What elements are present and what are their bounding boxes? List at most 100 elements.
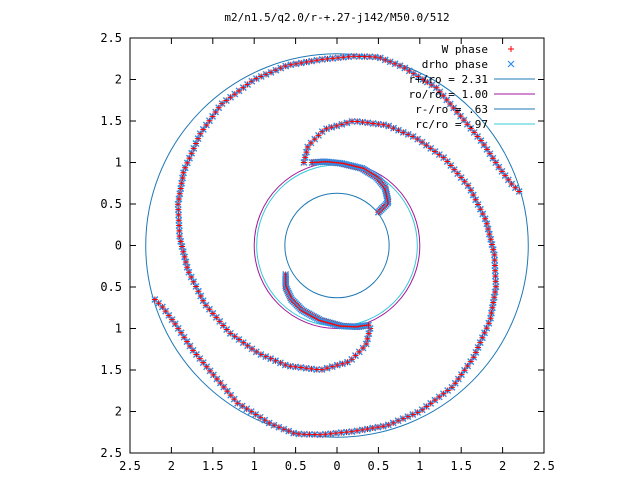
w-phase-point	[374, 424, 381, 431]
w-phase-point	[369, 425, 376, 432]
x-tick-label: 0.5	[368, 459, 390, 473]
y-tick-label: 2.5	[100, 31, 122, 45]
w-phase-point	[372, 53, 379, 60]
w-phase-point	[177, 238, 184, 245]
w-phase-point	[487, 236, 494, 243]
w-phase-point	[179, 175, 186, 182]
legend-label: W phase	[442, 43, 488, 56]
w-phase-point	[175, 196, 182, 203]
w-phase-point	[324, 55, 331, 62]
w-phase-point	[303, 149, 310, 156]
w-phase-point	[303, 365, 310, 372]
w-phase-point	[364, 425, 371, 432]
w-phase-point	[306, 431, 313, 438]
w-phase-point	[360, 345, 367, 352]
w-phase-point	[487, 315, 494, 322]
chart-legend: W phase drho phase r+/ro = 2.31 ro/ro = 1.0…	[409, 43, 535, 131]
w-phase-point	[467, 125, 474, 132]
w-phase-point	[464, 121, 471, 128]
w-phase-point	[332, 430, 339, 437]
w-phase-point	[209, 310, 216, 317]
phase-points	[151, 52, 523, 439]
w-phase-point	[380, 121, 387, 128]
w-phase-point	[159, 303, 166, 310]
w-phase-point	[292, 363, 299, 370]
w-phase-point	[302, 154, 309, 161]
legend-label: rc/ro = .97	[415, 118, 488, 131]
w-phase-point	[350, 53, 357, 60]
w-phase-point	[338, 429, 345, 436]
w-phase-point	[307, 139, 314, 146]
w-phase-point	[234, 400, 241, 407]
w-phase-point	[180, 169, 187, 176]
w-phase-point	[440, 154, 447, 161]
w-phase-point	[364, 335, 371, 342]
w-phase-point	[329, 363, 336, 370]
w-phase-point	[176, 222, 183, 229]
x-tick-label: 0	[333, 459, 340, 473]
y-tick-label: 1.5	[100, 114, 122, 128]
w-phase-point	[176, 233, 183, 240]
w-phase-point	[482, 215, 489, 222]
w-phase-point	[489, 304, 496, 311]
w-phase-point	[452, 380, 459, 387]
w-phase-point	[317, 431, 324, 438]
w-phase-point	[185, 269, 192, 276]
w-phase-point	[323, 125, 330, 132]
w-phase-point	[334, 362, 341, 369]
w-phase-point	[436, 88, 443, 95]
w-phase-point	[444, 158, 451, 165]
w-phase-point	[180, 248, 187, 255]
w-phase-point	[322, 431, 329, 438]
w-phase-point	[324, 365, 331, 372]
w-phase-point	[155, 300, 162, 307]
w-phase-point	[308, 365, 315, 372]
y-tick-label: 0.5	[100, 197, 122, 211]
w-phase-point	[488, 309, 495, 316]
y-tick-label: 2.5	[100, 446, 122, 460]
w-phase-point	[309, 159, 316, 166]
w-phase-point	[215, 104, 222, 111]
w-phase-point	[175, 217, 182, 224]
w-phase-point	[461, 178, 468, 185]
w-phase-point	[361, 53, 368, 60]
legend-label: ro/ro = 1.00	[409, 88, 488, 101]
w-phase-point	[359, 426, 366, 433]
w-phase-point	[335, 54, 342, 61]
w-phase-point	[162, 308, 169, 315]
w-phase-point	[375, 121, 382, 128]
w-phase-point	[287, 363, 294, 370]
x-tick-label: 2.5	[119, 459, 141, 473]
w-phase-point	[303, 59, 310, 66]
w-phase-point	[352, 352, 359, 359]
w-phase-point	[216, 318, 223, 325]
w-phase-point	[474, 133, 481, 140]
w-phase-point	[213, 314, 220, 321]
w-phase-point	[200, 359, 207, 366]
w-phase-point	[490, 299, 497, 306]
w-phase-point	[380, 423, 387, 430]
w-phase-point	[304, 144, 311, 151]
w-phase-point	[490, 246, 497, 253]
w-phase-point	[348, 428, 355, 435]
x-tick-label: 1.5	[202, 459, 224, 473]
w-phase-point	[176, 190, 183, 197]
w-phase-point	[450, 105, 457, 111]
w-phase-point	[359, 119, 366, 126]
w-phase-point	[213, 375, 220, 382]
w-phase-point	[460, 117, 467, 124]
w-phase-point	[224, 388, 231, 395]
w-phase-point	[451, 166, 458, 173]
w-phase-point	[491, 262, 498, 269]
w-phase-point	[354, 427, 361, 434]
x-tick-label: 2	[499, 459, 506, 473]
w-phase-point	[196, 355, 203, 362]
y-tick-label: 0	[115, 239, 122, 253]
circle-0	[145, 53, 529, 438]
w-phase-point	[433, 84, 440, 91]
w-phase-point	[440, 92, 447, 99]
x-tick-label: 2	[168, 459, 175, 473]
w-phase-point	[370, 120, 377, 127]
w-phase-point	[203, 363, 210, 370]
w-phase-point	[327, 430, 334, 437]
